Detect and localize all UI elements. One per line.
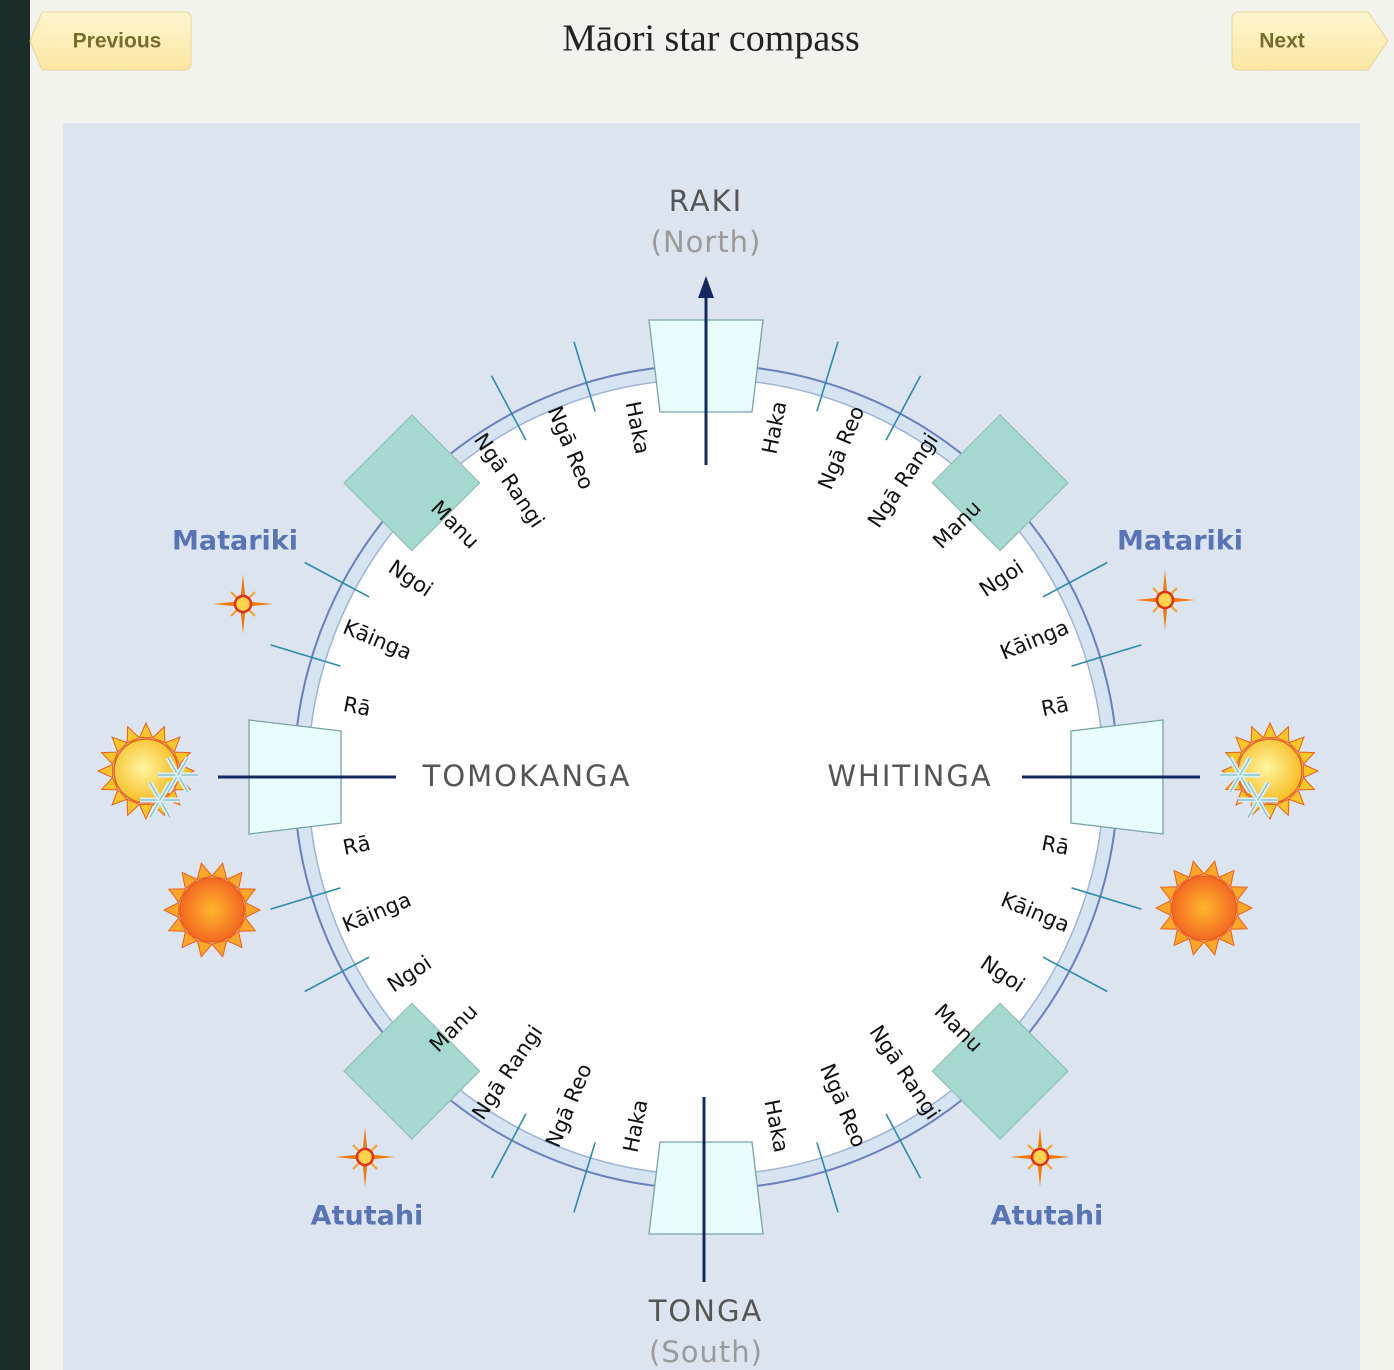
sun-disc xyxy=(114,739,178,803)
east-label: WHITINGA xyxy=(827,759,992,793)
screen: Previous Māori star compass Next RAKI (No… xyxy=(0,0,1394,1370)
star-core xyxy=(1157,592,1173,608)
star-label: Matariki xyxy=(172,526,298,557)
north-label: RAKI xyxy=(669,184,743,218)
page-title: Māori star compass xyxy=(562,18,860,60)
north-english: (North) xyxy=(651,225,762,259)
next-button-label[interactable]: Next xyxy=(1259,30,1305,53)
sun-disc xyxy=(180,878,244,942)
cardinal-box xyxy=(649,1142,763,1234)
star-label: Atutahi xyxy=(311,1201,424,1232)
west-label: TOMOKANGA xyxy=(422,759,632,793)
south-english: (South) xyxy=(649,1335,763,1369)
star-core xyxy=(357,1149,373,1165)
star-label: Matariki xyxy=(1117,526,1243,557)
next-button[interactable] xyxy=(1232,12,1388,70)
sun-disc xyxy=(1172,876,1236,940)
south-label: TONGA xyxy=(648,1294,764,1328)
star-core xyxy=(1032,1149,1048,1165)
star-core xyxy=(235,596,251,612)
page: Previous Māori star compass Next RAKI (No… xyxy=(0,0,1394,1370)
previous-button-label[interactable]: Previous xyxy=(73,30,162,53)
sun-disc xyxy=(1238,739,1302,803)
star-label: Atutahi xyxy=(991,1201,1104,1232)
